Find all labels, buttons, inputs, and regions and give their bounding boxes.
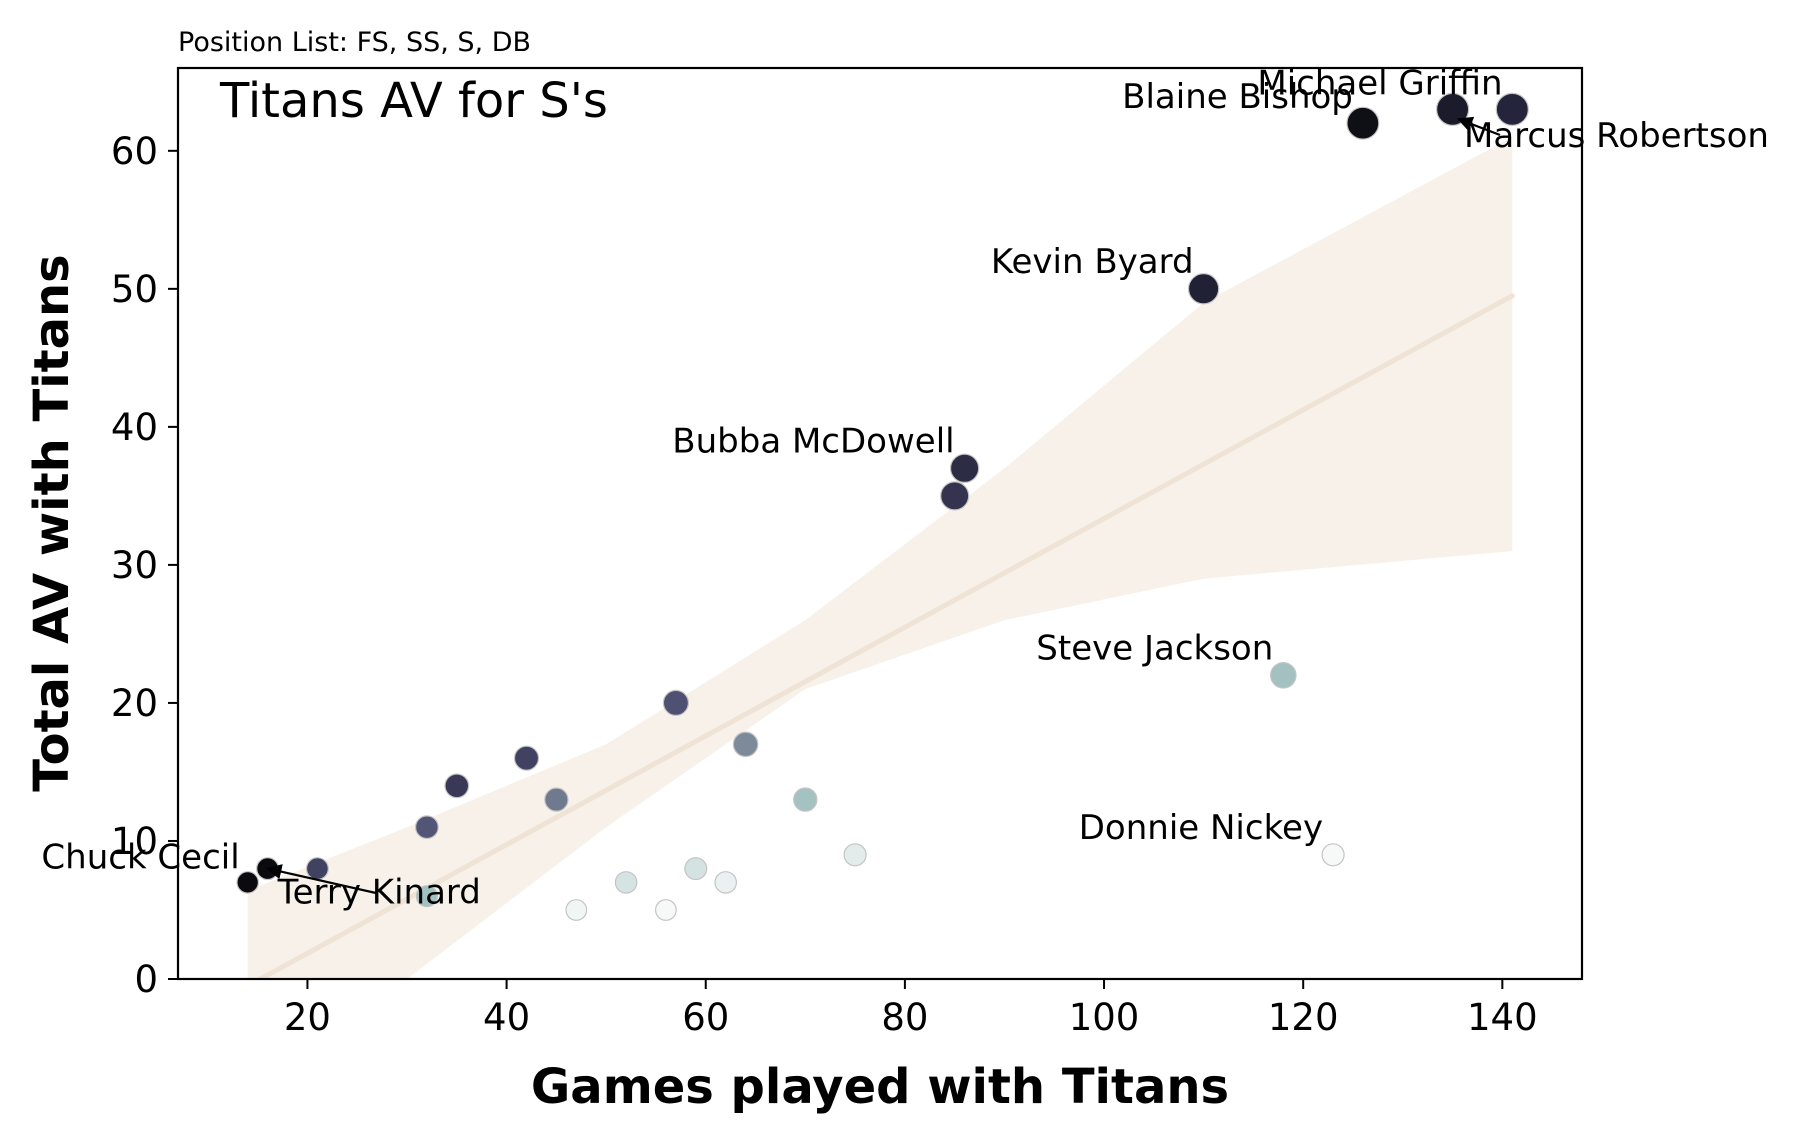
plot-frame (176, 66, 1584, 981)
confidence-band (247, 137, 1513, 979)
y-tick-label: 60 (111, 130, 158, 173)
data-point (513, 745, 540, 771)
data-point (1270, 661, 1297, 689)
y-tick-label: 40 (111, 406, 158, 449)
y-axis-title: Total AV with Titans (24, 254, 80, 792)
x-tick-label: 20 (284, 996, 331, 1039)
data-point (415, 885, 438, 908)
data-point (714, 871, 737, 894)
point-annotation: Blaine Bishop (1122, 77, 1353, 117)
data-point (1346, 106, 1380, 140)
chart-subtitle: Position List: FS, SS, S, DB (178, 27, 531, 58)
x-tick-label: 120 (1268, 996, 1339, 1039)
x-tick-label: 140 (1467, 996, 1538, 1039)
point-annotation: Terry Kinard (277, 873, 481, 913)
x-tick-label: 100 (1069, 996, 1140, 1039)
data-point (444, 773, 470, 799)
point-annotation: Chuck Cecil (41, 837, 239, 877)
point-annotation: Steve Jackson (1036, 628, 1273, 668)
y-tick-label: 20 (111, 682, 158, 725)
trend-line (255, 293, 1515, 979)
y-tick-label: 10 (111, 820, 158, 863)
y-tick-label: 50 (111, 268, 158, 311)
data-point (544, 787, 569, 812)
point-annotation: Michael Griffin (1257, 63, 1502, 103)
annotation-arrow (1457, 116, 1501, 137)
x-axis-title: Games played with Titans (531, 1059, 1229, 1115)
annotation-arrow (266, 864, 377, 895)
data-point (684, 857, 708, 881)
data-point (793, 787, 818, 812)
y-tick-label: 0 (134, 958, 158, 1001)
data-point (1321, 843, 1345, 867)
data-point (843, 843, 867, 867)
point-annotation: Kevin Byard (991, 242, 1194, 282)
data-point (949, 453, 980, 483)
data-point (236, 871, 259, 894)
data-point (614, 871, 638, 894)
x-tick-label: 40 (483, 996, 530, 1039)
point-annotation: Bubba McDowell (672, 421, 954, 461)
y-tick-label: 30 (111, 544, 158, 587)
data-point (662, 689, 690, 717)
data-point (732, 731, 759, 758)
data-point (415, 815, 439, 840)
data-point (940, 481, 970, 511)
point-annotation: Donnie Nickey (1079, 808, 1323, 848)
chart-title: Titans AV for S's (219, 73, 608, 129)
data-point (1495, 92, 1529, 127)
x-tick-label: 80 (881, 996, 928, 1039)
data-point (565, 899, 588, 921)
x-tick-label: 60 (682, 996, 729, 1039)
point-annotation: Marcus Robertson (1464, 116, 1769, 156)
data-point (655, 899, 677, 921)
data-point (1187, 273, 1220, 305)
